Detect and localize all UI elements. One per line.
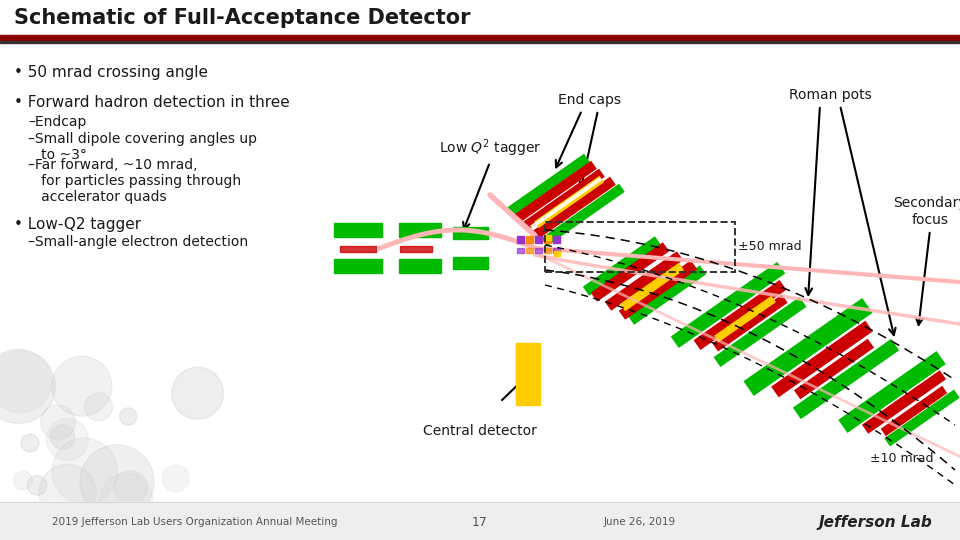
Text: Jefferson Lab: Jefferson Lab xyxy=(818,515,932,530)
Circle shape xyxy=(52,438,117,504)
Text: 2019 Jefferson Lab Users Organization Annual Meeting: 2019 Jefferson Lab Users Organization An… xyxy=(52,517,338,527)
Circle shape xyxy=(80,445,155,519)
Polygon shape xyxy=(743,298,873,396)
Polygon shape xyxy=(514,161,597,224)
Polygon shape xyxy=(628,265,707,325)
Bar xyxy=(554,251,560,256)
Bar xyxy=(526,248,533,253)
Polygon shape xyxy=(583,237,661,296)
Bar xyxy=(545,235,551,240)
Circle shape xyxy=(13,471,33,490)
Bar xyxy=(517,248,524,253)
Circle shape xyxy=(40,405,76,440)
Circle shape xyxy=(50,425,75,449)
Bar xyxy=(400,246,432,252)
Bar xyxy=(553,248,560,253)
Bar xyxy=(340,246,376,252)
Text: 17: 17 xyxy=(472,516,488,529)
Polygon shape xyxy=(619,260,697,320)
Circle shape xyxy=(21,434,39,452)
Polygon shape xyxy=(880,386,948,436)
Circle shape xyxy=(46,418,88,461)
Text: Low $Q^2$ tagger: Low $Q^2$ tagger xyxy=(439,137,541,159)
Circle shape xyxy=(120,408,137,425)
Circle shape xyxy=(52,356,111,416)
Text: –Endcap: –Endcap xyxy=(28,115,86,129)
Bar xyxy=(334,259,382,273)
Polygon shape xyxy=(532,177,615,239)
Bar xyxy=(545,222,735,272)
Text: June 26, 2019: June 26, 2019 xyxy=(604,517,676,527)
Polygon shape xyxy=(541,184,625,246)
Text: ±50 mrad: ±50 mrad xyxy=(738,240,802,253)
Bar xyxy=(516,343,540,405)
Bar xyxy=(535,248,542,253)
Bar xyxy=(399,223,441,237)
Circle shape xyxy=(84,393,112,421)
Bar xyxy=(0,0,960,35)
Bar xyxy=(0,35,960,40)
Bar xyxy=(452,257,488,269)
Bar xyxy=(0,502,960,540)
Circle shape xyxy=(172,367,224,419)
Polygon shape xyxy=(712,294,788,352)
Polygon shape xyxy=(794,339,874,399)
Circle shape xyxy=(0,349,56,423)
Circle shape xyxy=(0,350,52,413)
Bar xyxy=(452,227,488,239)
Polygon shape xyxy=(793,339,900,419)
Polygon shape xyxy=(771,321,873,397)
Polygon shape xyxy=(838,351,946,433)
Polygon shape xyxy=(506,154,589,217)
Text: • Forward hadron detection in three: • Forward hadron detection in three xyxy=(14,95,290,110)
Bar xyxy=(535,236,542,243)
Bar xyxy=(544,236,551,243)
Bar xyxy=(399,259,441,273)
Bar xyxy=(544,248,551,253)
Bar xyxy=(553,236,560,243)
Text: • Low-Q2 tagger: • Low-Q2 tagger xyxy=(14,217,141,232)
Text: Secondary
focus: Secondary focus xyxy=(893,195,960,227)
Text: –Far forward, ~10 mrad,
   for particles passing through
   accelerator quads: –Far forward, ~10 mrad, for particles pa… xyxy=(28,158,241,205)
Polygon shape xyxy=(530,177,602,229)
Text: • 50 mrad crossing angle: • 50 mrad crossing angle xyxy=(14,65,208,80)
Circle shape xyxy=(39,464,96,521)
Polygon shape xyxy=(521,168,605,231)
Text: End caps: End caps xyxy=(559,93,621,107)
Polygon shape xyxy=(693,280,786,350)
Polygon shape xyxy=(884,389,960,447)
Polygon shape xyxy=(605,251,684,310)
Bar xyxy=(526,236,533,243)
Circle shape xyxy=(113,471,147,504)
Text: ±10 mrad: ±10 mrad xyxy=(870,451,933,464)
Circle shape xyxy=(162,465,189,492)
Text: Central detector: Central detector xyxy=(423,424,537,438)
Polygon shape xyxy=(713,297,806,367)
Polygon shape xyxy=(714,295,776,342)
Text: Roman pots: Roman pots xyxy=(788,88,872,102)
Text: –Small-angle electron detection: –Small-angle electron detection xyxy=(28,235,248,249)
Bar xyxy=(517,236,524,243)
Polygon shape xyxy=(590,242,669,302)
Polygon shape xyxy=(671,262,785,348)
Polygon shape xyxy=(534,176,604,228)
Circle shape xyxy=(27,476,47,495)
Text: –Small dipole covering angles up
   to ~3°: –Small dipole covering angles up to ~3° xyxy=(28,132,257,162)
Bar xyxy=(334,223,382,237)
Polygon shape xyxy=(862,370,946,434)
Bar xyxy=(0,40,960,43)
Polygon shape xyxy=(620,262,684,312)
Circle shape xyxy=(100,473,153,525)
Text: Schematic of Full-Acceptance Detector: Schematic of Full-Acceptance Detector xyxy=(14,8,470,28)
